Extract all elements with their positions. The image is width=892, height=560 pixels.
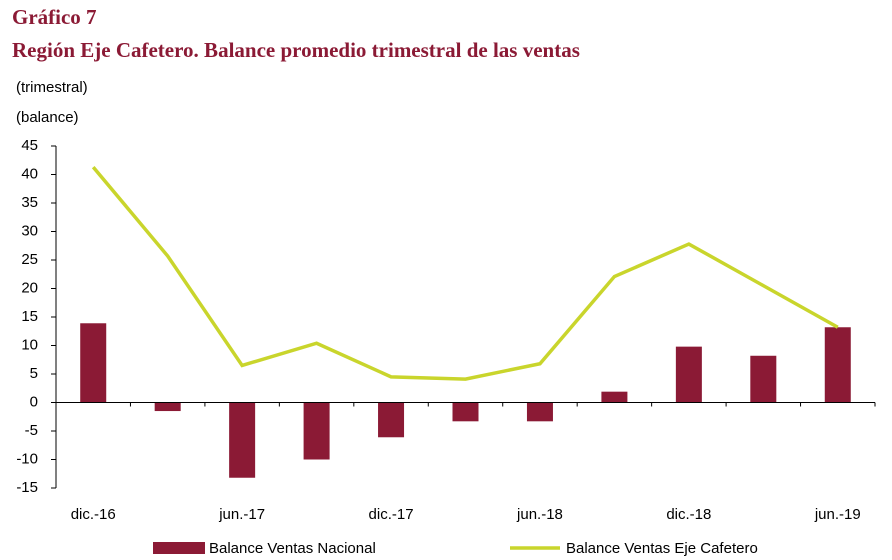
- y-tick-label: 35: [21, 194, 38, 211]
- x-tick-label: jun.-18: [516, 506, 563, 523]
- bar: [303, 402, 330, 460]
- bar: [750, 355, 777, 403]
- bar: [526, 402, 553, 422]
- bar: [378, 402, 405, 438]
- legend-label: Balance Ventas Nacional: [209, 540, 376, 557]
- y-tick-label: -15: [16, 479, 38, 496]
- y-tick-label: 20: [21, 279, 38, 296]
- bar: [80, 323, 107, 403]
- x-tick-label: dic.-18: [666, 506, 711, 523]
- y-tick-label: -10: [16, 450, 38, 467]
- note: (trimestral): [16, 79, 88, 96]
- x-tick-label: jun.-17: [218, 506, 265, 523]
- x-tick-label: dic.-17: [369, 506, 414, 523]
- bar: [675, 346, 702, 403]
- y-tick-label: 45: [21, 137, 38, 154]
- x-tick-label: dic.-16: [71, 506, 116, 523]
- legend-swatch: [153, 542, 205, 554]
- y-tick-label: 40: [21, 165, 38, 182]
- y-tick-label: 10: [21, 336, 38, 353]
- bar: [601, 391, 628, 403]
- bar: [154, 402, 181, 412]
- line: [91, 165, 839, 381]
- bar: [824, 327, 851, 403]
- y-tick-label: 25: [21, 251, 38, 268]
- y-tick-label: 5: [30, 365, 38, 382]
- y-tick-label: 15: [21, 308, 38, 325]
- y-tick-label: 30: [21, 222, 38, 239]
- y-tick-label: -5: [25, 422, 38, 439]
- chart-title: Gráfico 7: [12, 5, 97, 29]
- legend-label: Balance Ventas Eje Cafetero: [566, 540, 758, 557]
- y-axis-label: (balance): [16, 109, 79, 126]
- bar: [452, 402, 479, 422]
- y-tick-label: 0: [30, 393, 38, 410]
- x-tick-label: jun.-19: [814, 506, 861, 523]
- bar: [229, 402, 256, 478]
- chart-subtitle: Región Eje Cafetero. Balance promedio tr…: [12, 38, 580, 62]
